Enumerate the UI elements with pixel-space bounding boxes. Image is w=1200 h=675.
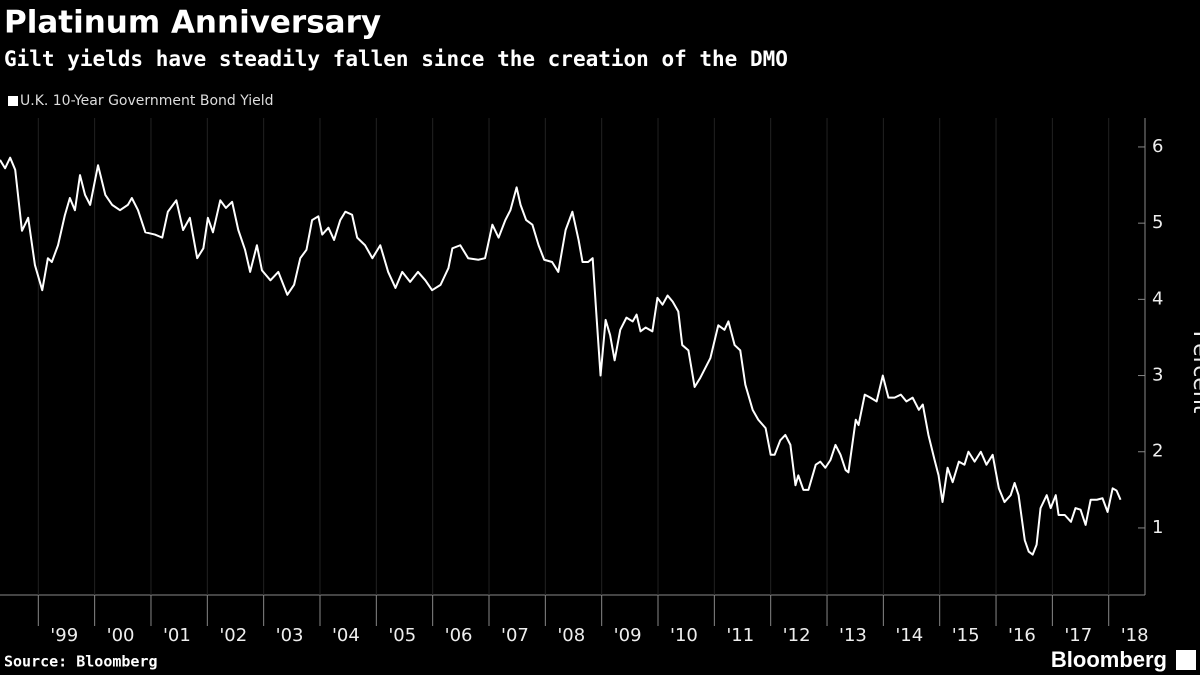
x-tick-label: '10 bbox=[670, 625, 698, 646]
x-tick-label: '08 bbox=[557, 625, 585, 646]
legend-swatch bbox=[8, 96, 18, 106]
x-tick-label: '12 bbox=[783, 625, 811, 646]
y-tick-label: 4 bbox=[1152, 288, 1163, 309]
x-tick-label: '09 bbox=[614, 625, 642, 646]
x-tick-label: '15 bbox=[952, 625, 980, 646]
x-tick-label: '03 bbox=[276, 625, 304, 646]
y-axis-title: Percent bbox=[1188, 331, 1200, 414]
x-tick-label: '06 bbox=[445, 625, 473, 646]
x-tick-label: '99 bbox=[50, 625, 78, 646]
x-tick-label: '16 bbox=[1008, 625, 1036, 646]
y-tick-label: 3 bbox=[1152, 365, 1163, 386]
x-tick-label: '18 bbox=[1121, 625, 1149, 646]
y-tick-label: 5 bbox=[1152, 212, 1163, 233]
y-tick-label: 2 bbox=[1152, 441, 1163, 462]
x-tick-label: '11 bbox=[726, 625, 754, 646]
x-tick-label: '14 bbox=[895, 625, 923, 646]
y-tick-label: 1 bbox=[1152, 517, 1163, 538]
brand-icon bbox=[1176, 650, 1196, 670]
x-tick-label: '07 bbox=[501, 625, 529, 646]
x-tick-label: '02 bbox=[219, 625, 247, 646]
series-line bbox=[0, 156, 1122, 556]
x-tick-label: '17 bbox=[1064, 625, 1092, 646]
x-tick-label: '05 bbox=[388, 625, 416, 646]
x-tick-label: '04 bbox=[332, 625, 360, 646]
chart-title: Platinum Anniversary bbox=[4, 5, 381, 41]
source-note: Source: Bloomberg bbox=[4, 653, 158, 671]
chart-subtitle: Gilt yields have steadily fallen since t… bbox=[4, 47, 788, 71]
x-tick-label: '13 bbox=[839, 625, 867, 646]
brand-logo: Bloomberg bbox=[1051, 647, 1167, 672]
x-tick-label: '00 bbox=[107, 625, 135, 646]
legend-label: U.K. 10-Year Government Bond Yield bbox=[20, 93, 274, 109]
x-tick-label: '01 bbox=[163, 625, 191, 646]
y-tick-label: 6 bbox=[1152, 136, 1163, 157]
